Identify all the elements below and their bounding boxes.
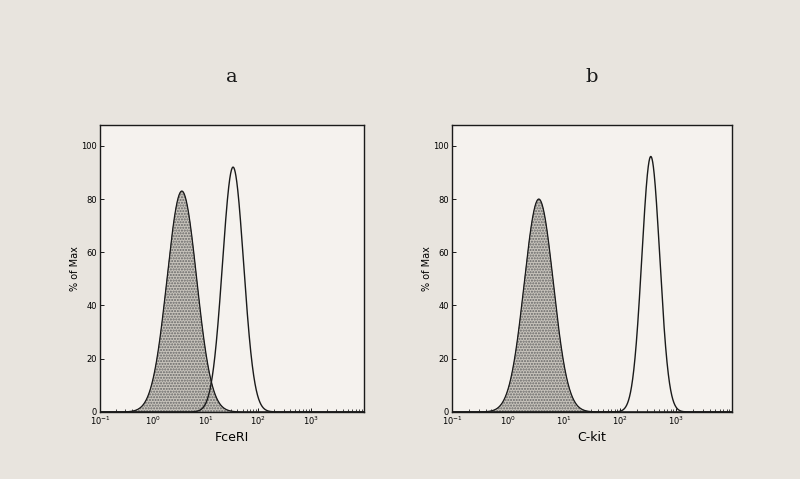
X-axis label: FceRI: FceRI: [215, 431, 249, 445]
Text: a: a: [226, 68, 238, 86]
Text: b: b: [586, 68, 598, 86]
Y-axis label: % of Max: % of Max: [70, 246, 80, 291]
Y-axis label: % of Max: % of Max: [422, 246, 432, 291]
X-axis label: C-kit: C-kit: [578, 431, 606, 445]
